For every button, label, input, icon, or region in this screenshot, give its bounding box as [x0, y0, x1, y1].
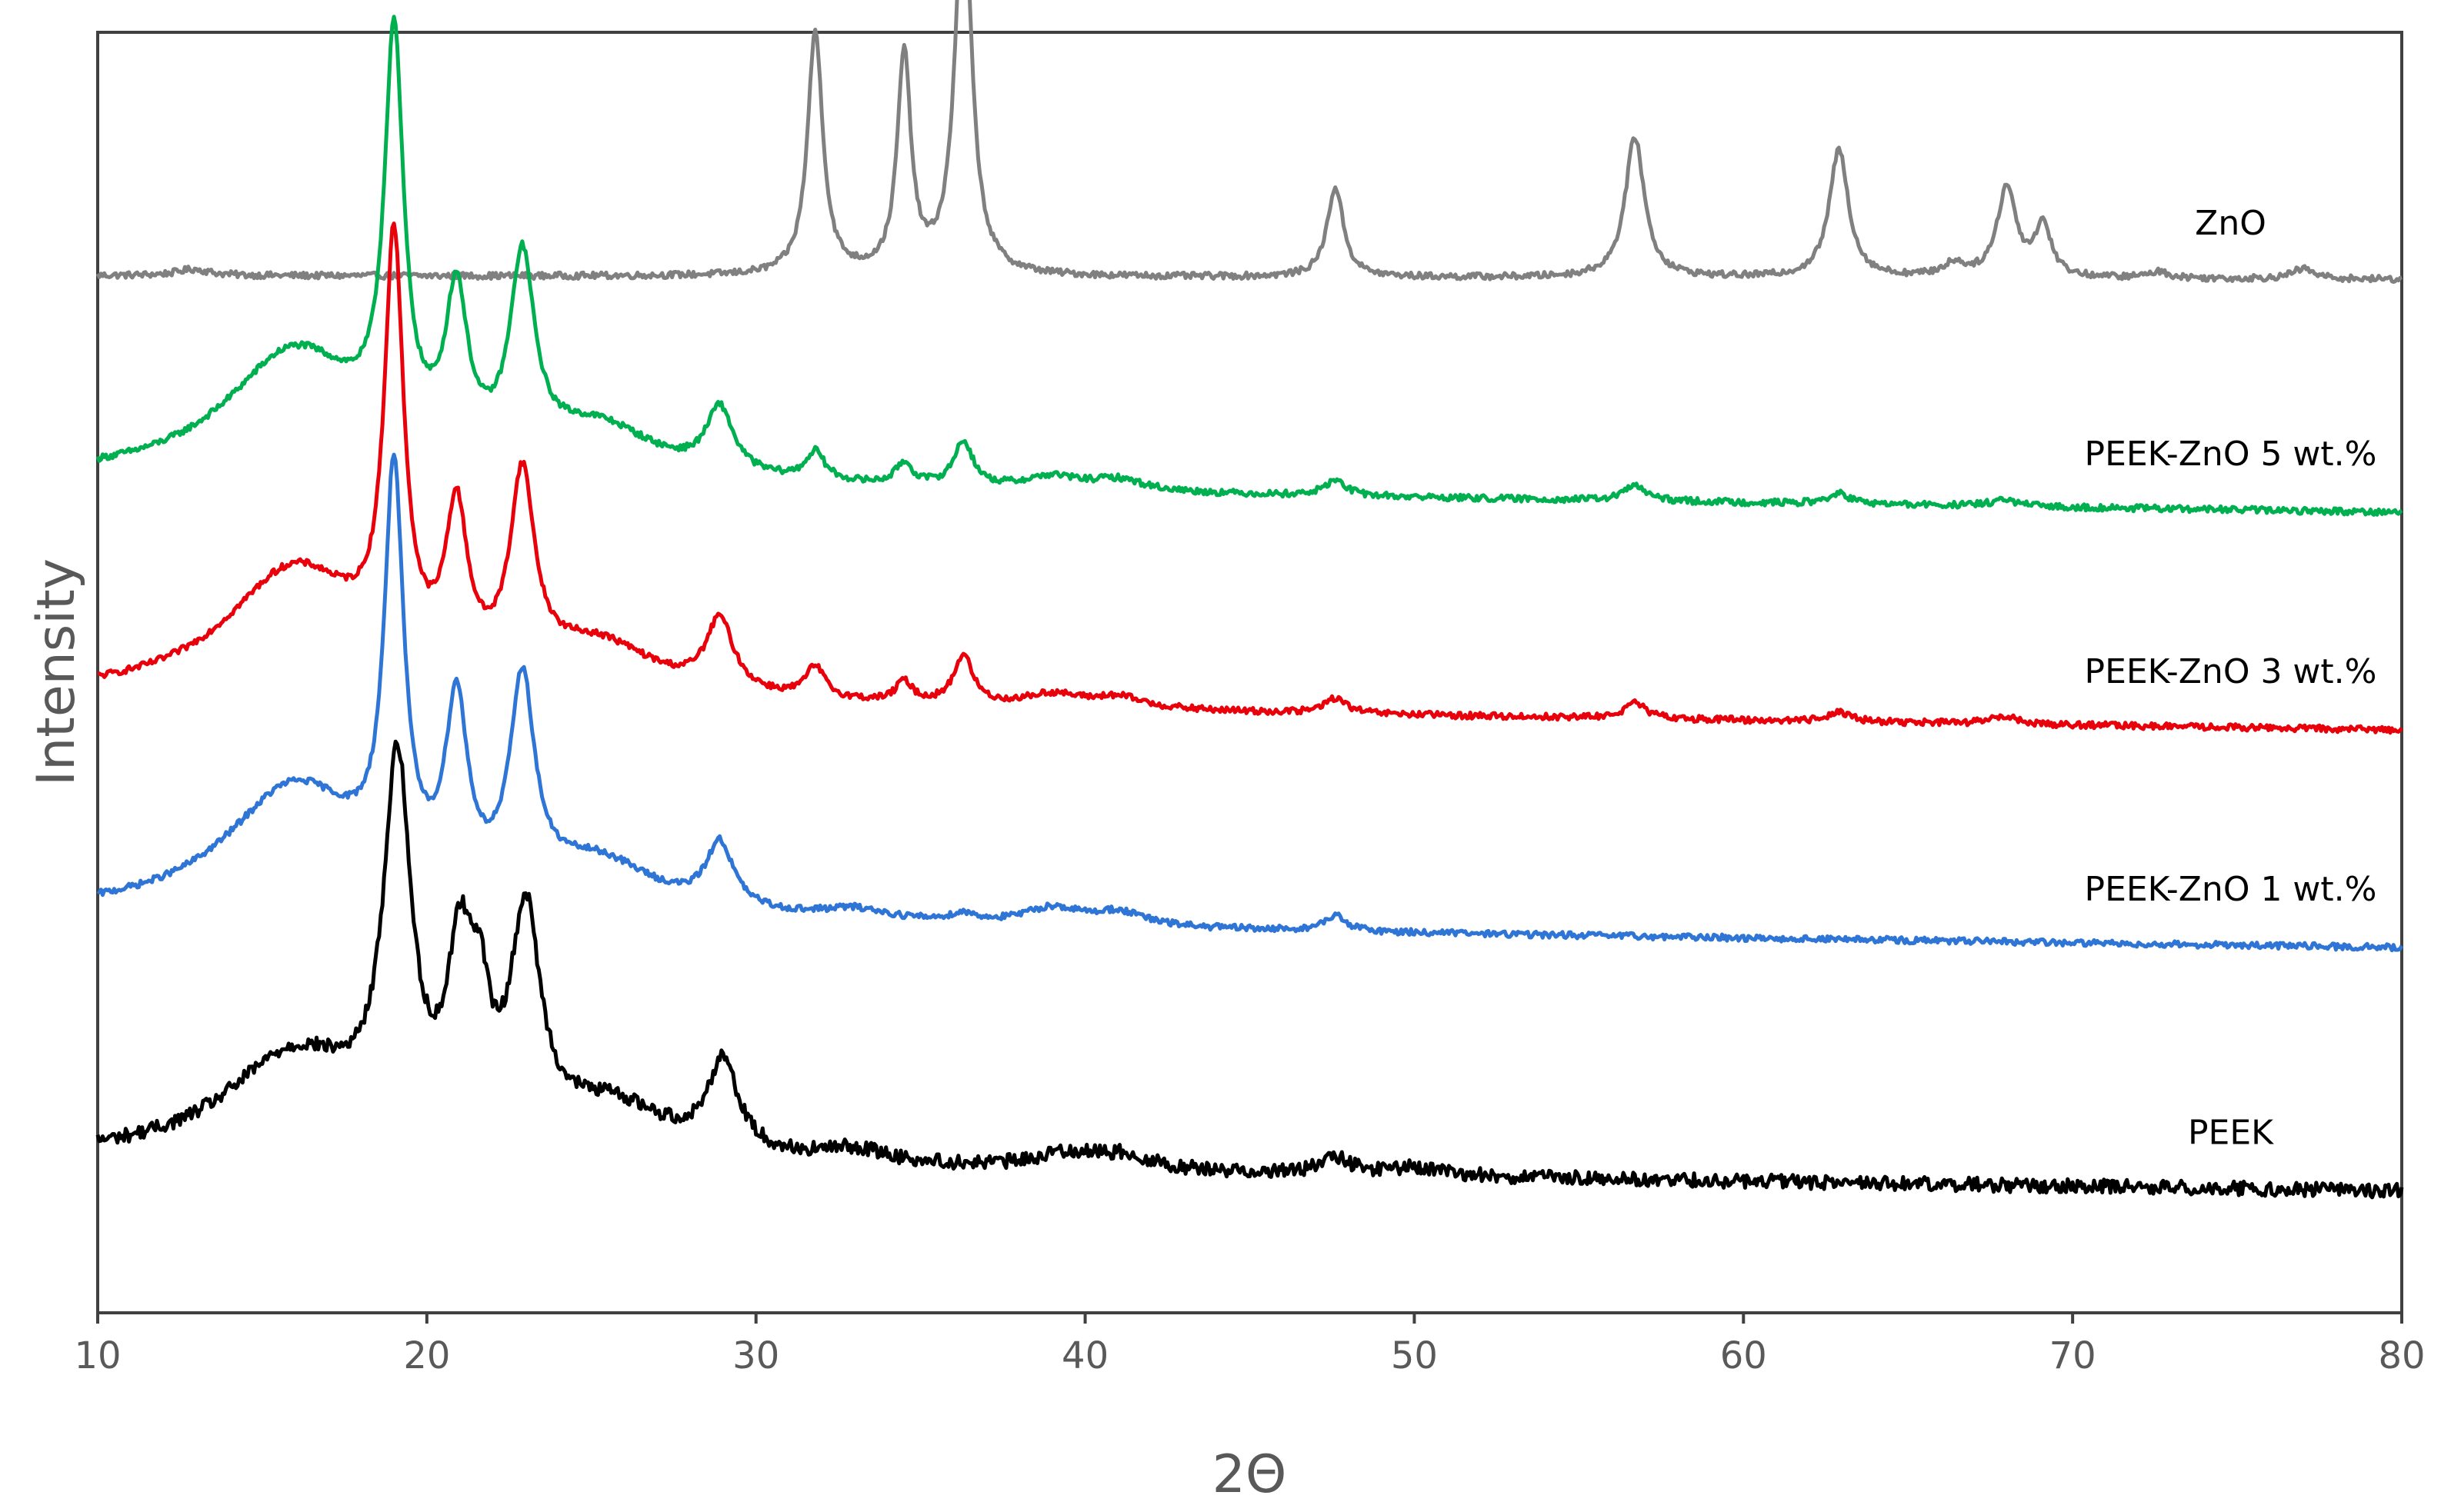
series-line [96, 452, 2404, 953]
series-label: PEEK-ZnO 1 wt.% [2085, 870, 2377, 909]
series-label: PEEK [2188, 1113, 2274, 1152]
x-axis-title: 2Θ [1212, 1444, 1287, 1505]
x-tick-label: 30 [732, 1334, 779, 1377]
curves-layer [95, 0, 2404, 1200]
y-axis-title: Intensity [26, 558, 87, 786]
series-label: PEEK-ZnO 3 wt.% [2085, 652, 2377, 691]
x-tick-label: 20 [403, 1334, 450, 1377]
series-label: PEEK-ZnO 5 wt.% [2085, 435, 2377, 474]
x-axis-ticks: 10 20 30 40 50 60 70 80 [74, 1313, 2426, 1377]
series-label: ZnO [2195, 204, 2266, 243]
series-labels: ZnO PEEK-ZnO 5 wt.% PEEK-ZnO 3 wt.% PEEK-Zn… [2085, 204, 2377, 1153]
x-tick-label: 80 [2378, 1334, 2425, 1377]
series-line [95, 0, 2403, 285]
x-tick-label: 50 [1391, 1334, 1438, 1377]
series-line [95, 739, 2404, 1200]
x-tick-label: 60 [1720, 1334, 1767, 1377]
x-tick-label: 10 [74, 1334, 121, 1377]
series-line [97, 221, 2403, 735]
x-tick-label: 40 [1062, 1334, 1109, 1377]
x-tick-label: 70 [2049, 1334, 2096, 1377]
series-line [95, 15, 2403, 517]
plot-area-frame [96, 31, 2403, 1314]
